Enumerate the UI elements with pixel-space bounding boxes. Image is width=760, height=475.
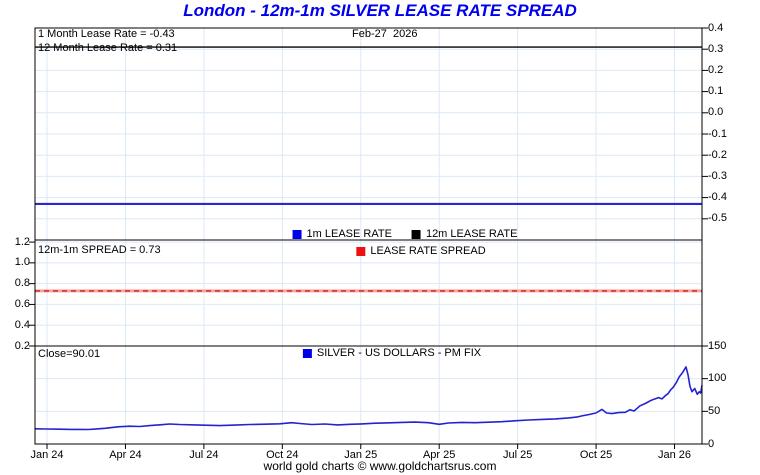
y-tick-label: 0.3: [708, 42, 724, 55]
y-tick-label: 1.2: [14, 235, 30, 248]
silver-legend: SILVER - US DOLLARS - PM FIX: [302, 347, 482, 359]
y-tick-label: 0.4: [708, 21, 724, 34]
y-tick-label: 150: [708, 339, 727, 352]
lease-rates-legend: 1m LEASE RATE 12m LEASE RATE: [292, 228, 518, 240]
x-tick-label: Oct 24: [266, 449, 299, 461]
y-tick-label: 0.2: [708, 63, 724, 76]
y-tick-label: 0.4: [14, 318, 30, 331]
twelve-month-rate-annotation: 12 Month Lease Rate = 0.31: [38, 42, 178, 54]
x-tick-label: Jan 26: [658, 449, 692, 461]
x-tick-label: Oct 25: [579, 449, 613, 461]
one-month-rate-annotation: 1 Month Lease Rate = -0.43: [38, 28, 175, 40]
x-tick-label: Jan 24: [30, 449, 64, 461]
y-tick-label: -0.5: [708, 212, 727, 225]
y-tick-label: -0.4: [708, 191, 727, 204]
lease-rate-spread-swatch-icon: [356, 246, 366, 256]
legend-label: 1m LEASE RATE: [306, 228, 392, 240]
y-tick-label: 0.2: [14, 339, 30, 352]
y-tick-label: 100: [708, 372, 727, 385]
y-tick-label: 0: [708, 437, 715, 450]
1m-lease-rate-swatch-icon: [292, 229, 302, 239]
y-tick-label: -0.1: [708, 127, 727, 140]
x-tick-label: Jul 25: [502, 449, 533, 461]
x-tick-label: Apr 24: [109, 449, 142, 461]
last-date-annotation: Feb-27 2026: [352, 28, 418, 40]
chart-title: London - 12m-1m SILVER LEASE RATE SPREAD: [183, 1, 577, 20]
y-tick-label: 0.6: [14, 297, 30, 310]
legend-item-lease-rate-spread: LEASE RATE SPREAD: [356, 245, 486, 257]
y-tick-label: -0.2: [708, 148, 727, 161]
y-tick-label: 50: [708, 404, 721, 417]
x-tick-label: Apr 25: [422, 449, 456, 461]
y-tick-label: -0.3: [708, 169, 727, 182]
y-tick-label: 0.8: [14, 277, 30, 290]
12m-lease-rate-swatch-icon: [411, 229, 421, 239]
close-value-annotation: Close=90.01: [38, 348, 101, 360]
legend-item-silver-pm-fix: SILVER - US DOLLARS - PM FIX: [302, 347, 482, 359]
x-tick-label: Jan 25: [344, 449, 378, 461]
silver-pm-fix-swatch-icon: [302, 348, 312, 358]
legend-label: 12m LEASE RATE: [425, 228, 518, 240]
y-tick-label: 1.0: [14, 256, 30, 269]
y-tick-label: 0.0: [708, 106, 724, 119]
footer-credit: world gold charts © www.goldchartsrus.co…: [263, 459, 497, 473]
legend-item-12m-lease-rate: 12m LEASE RATE: [411, 228, 518, 240]
legend-label: SILVER - US DOLLARS - PM FIX: [316, 347, 482, 359]
x-tick-label: Jul 24: [189, 449, 219, 461]
spread-legend: LEASE RATE SPREAD: [356, 245, 486, 257]
legend-item-1m-lease-rate: 1m LEASE RATE: [292, 228, 392, 240]
legend-label: LEASE RATE SPREAD: [370, 245, 486, 257]
spread-value-annotation: 12m-1m SPREAD = 0.73: [38, 244, 161, 256]
y-tick-label: 0.1: [708, 85, 724, 98]
